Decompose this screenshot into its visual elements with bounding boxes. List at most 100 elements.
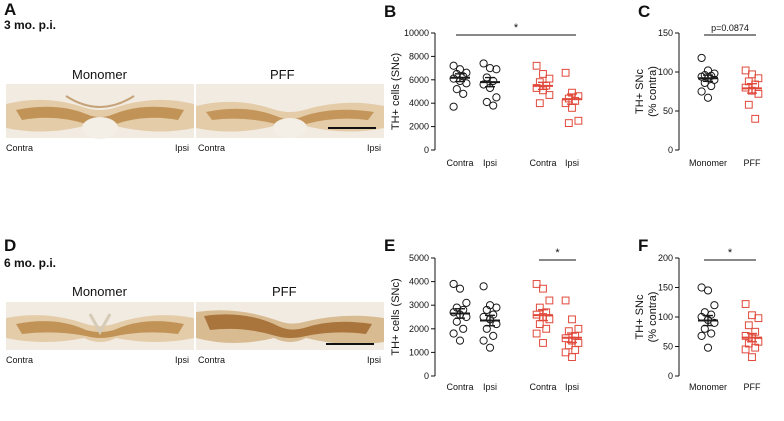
ipsi-label-pff-6mo: Ipsi — [367, 355, 382, 365]
data-point-pff — [754, 89, 763, 98]
contra-label-pff-6mo: Contra — [198, 355, 226, 365]
data-point-monomer — [455, 336, 465, 345]
panel-letter-e: E — [384, 236, 396, 255]
data-point-monomer — [700, 324, 709, 333]
x-category-label: Ipsi — [565, 382, 579, 392]
y-tick-label: 1000 — [409, 347, 429, 357]
data-point-monomer — [710, 75, 719, 84]
y-tick-label: 4000 — [409, 277, 429, 287]
data-point-monomer — [700, 78, 709, 88]
data-point-monomer — [462, 298, 471, 307]
x-category-label: Contra — [529, 382, 556, 392]
data-point-monomer — [462, 79, 471, 88]
significance-label: * — [555, 247, 560, 259]
data-point-monomer — [489, 101, 498, 110]
y-tick-label: 4000 — [409, 98, 429, 108]
data-point-pff — [532, 329, 541, 338]
data-point-monomer — [449, 329, 458, 338]
data-point-pff — [741, 300, 750, 308]
data-point-pff — [751, 114, 760, 123]
data-point-monomer — [479, 336, 488, 345]
x-category-label: Contra — [446, 158, 473, 168]
data-point-monomer — [485, 343, 495, 352]
data-point-monomer — [707, 329, 716, 338]
data-point-monomer — [703, 343, 713, 352]
y-tick-label: 100 — [658, 67, 673, 77]
data-point-pff — [574, 116, 583, 125]
data-point-monomer — [479, 80, 488, 89]
data-point-pff — [564, 119, 573, 127]
y-tick-label: 10000 — [404, 28, 429, 38]
histology-title-monomer-3mo: Monomer — [72, 67, 127, 82]
y-tick-label: 150 — [658, 28, 673, 38]
data-point-pff — [532, 61, 541, 70]
data-point-monomer — [459, 324, 468, 333]
x-category-label: PFF — [744, 382, 762, 392]
x-category-label: Contra — [446, 382, 473, 392]
y-tick-label: 8000 — [409, 51, 429, 61]
data-point-monomer — [710, 318, 719, 327]
histology-image-pff-6mo — [196, 302, 384, 350]
ipsi-label-monomer-3mo: Ipsi — [175, 143, 190, 153]
timepoint-label-3mo: 3 mo. p.i. — [4, 18, 57, 32]
y-tick-label: 6000 — [409, 75, 429, 85]
data-point-pff — [751, 343, 760, 352]
data-point-pff — [545, 296, 554, 305]
significance-label: * — [728, 247, 733, 259]
data-point-pff — [754, 314, 763, 323]
histology-title-monomer-6mo: Monomer — [72, 284, 127, 299]
data-point-monomer — [489, 331, 498, 340]
y-tick-label: 0 — [668, 145, 673, 155]
y-axis-label: TH+ cells (SNc) — [390, 278, 402, 355]
data-point-monomer — [449, 279, 458, 289]
histology-image-monomer-6mo — [6, 302, 194, 350]
y-tick-label: 2000 — [409, 122, 429, 132]
panel-letter-c: C — [638, 2, 651, 21]
data-point-pff — [545, 91, 554, 99]
panel-letter-b: B — [384, 2, 397, 21]
data-point-monomer — [697, 331, 706, 340]
y-tick-label: 5000 — [409, 253, 429, 263]
panel-letter-f: F — [638, 236, 649, 255]
y-tick-label: 50 — [663, 106, 673, 116]
contra-label-monomer-6mo: Contra — [6, 355, 34, 365]
data-point-pff — [568, 315, 576, 324]
x-category-label: PFF — [744, 158, 762, 168]
data-point-monomer — [482, 305, 491, 315]
data-point-monomer — [485, 64, 495, 73]
data-point-pff — [535, 99, 544, 108]
data-point-pff — [532, 280, 541, 288]
data-point-pff — [744, 321, 753, 330]
data-point-monomer — [479, 282, 488, 291]
data-point-pff — [748, 311, 756, 320]
contra-label-monomer-3mo: Contra — [6, 143, 34, 153]
y-tick-label: 100 — [658, 312, 673, 322]
x-category-label: Monomer — [689, 158, 727, 168]
panel-letter-a: A — [4, 0, 17, 19]
panel-letter-d: D — [4, 236, 17, 255]
data-point-pff — [741, 345, 750, 354]
data-point-pff — [568, 353, 576, 362]
data-point-monomer — [492, 303, 501, 312]
y-tick-label: 0 — [668, 371, 673, 381]
y-axis-label: TH+ cells (SNc) — [390, 53, 402, 130]
data-point-pff — [539, 284, 547, 293]
data-point-pff — [748, 353, 756, 362]
x-category-label: Ipsi — [565, 158, 579, 168]
y-tick-label: 150 — [658, 283, 673, 293]
data-point-pff — [561, 348, 570, 357]
data-point-monomer — [459, 89, 468, 98]
contra-label-pff-3mo: Contra — [198, 143, 226, 153]
data-point-monomer — [703, 93, 713, 102]
data-point-monomer — [455, 284, 465, 293]
data-point-monomer — [449, 61, 458, 70]
x-category-label: Ipsi — [483, 158, 497, 168]
data-point-monomer — [703, 286, 713, 295]
ipsi-label-monomer-6mo: Ipsi — [175, 355, 190, 365]
y-axis-label: TH+ SNc — [634, 294, 646, 339]
data-point-pff — [539, 70, 547, 78]
data-point-monomer — [452, 85, 461, 94]
significance-label: p=0.0874 — [711, 23, 749, 33]
significance-label: * — [514, 22, 519, 34]
